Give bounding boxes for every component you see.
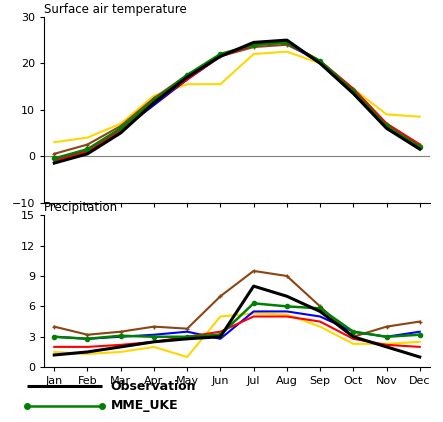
Text: Surface air temperature: Surface air temperature	[44, 3, 187, 16]
Text: MME_UKE: MME_UKE	[111, 400, 179, 412]
Text: Observation: Observation	[111, 380, 196, 392]
Text: Precipitation: Precipitation	[44, 201, 118, 214]
